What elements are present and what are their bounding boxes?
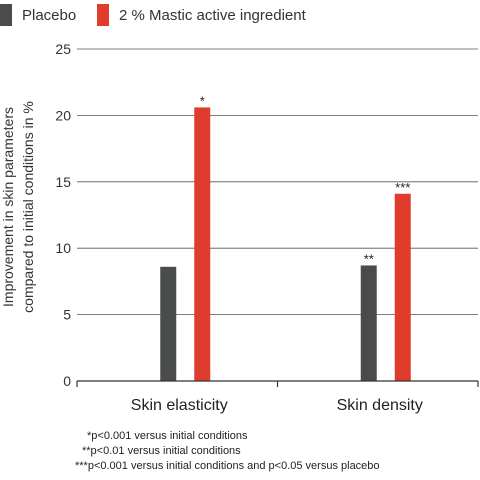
legend-item-mastic: 2 % Mastic active ingredient (97, 4, 306, 26)
gridlines (77, 48, 478, 316)
y-tick-label-10: 10 (55, 240, 71, 256)
y-axis-label: Improvement in skin parameters compared t… (0, 101, 36, 313)
legend-swatch-placebo (0, 4, 12, 26)
significance-labels: ****** (200, 93, 411, 266)
y-tick-label-0: 0 (63, 373, 71, 389)
significance-label-1-0: ** (364, 251, 374, 266)
x-axis (76, 380, 479, 387)
bar-skin-elasticity-0 (160, 266, 177, 381)
bar-skin-elasticity-1 (194, 107, 211, 381)
x-category-label-1: Skin elasticity (131, 397, 228, 414)
legend-label-mastic: 2 % Mastic active ingredient (119, 6, 306, 24)
significance-label-1-1: *** (395, 180, 410, 195)
footnote-1: *p<0.001 versus initial conditions (87, 430, 248, 442)
bar-chart: 0 5 10 15 20 25 Improvement in skin parameter… (0, 41, 479, 414)
legend-label-placebo: Placebo (22, 6, 77, 24)
x-category-label-2: Skin density (337, 397, 423, 414)
footnotes: *p<0.001 versus initial conditions **p<0… (60, 429, 380, 474)
significance-label-0-1: * (200, 93, 205, 108)
y-axis-label-line-1: Improvement in skin parameters (0, 107, 16, 307)
y-tick-label-5: 5 (63, 307, 71, 323)
y-axis-label-line-2: compared to initial conditions in % (20, 101, 36, 313)
legend-item-placebo: Placebo (0, 4, 76, 26)
footnote-3: ***p<0.001 versus initial conditions and… (75, 460, 380, 472)
legend: Placebo 2 % Mastic active ingredient (0, 0, 480, 30)
y-tick-label-20: 20 (55, 107, 71, 123)
bars (160, 107, 411, 381)
legend-swatch-mastic (97, 4, 109, 26)
bar-skin-density-0 (360, 265, 377, 381)
y-axis-ticks: 0 5 10 15 20 25 (55, 41, 71, 389)
x-axis-category-labels: Skin elasticity Skin density (131, 397, 423, 414)
footnote-2: **p<0.01 versus initial conditions (82, 445, 241, 457)
bar-skin-density-1 (394, 193, 411, 381)
y-tick-label-15: 15 (55, 174, 71, 190)
y-tick-label-25: 25 (55, 41, 71, 57)
